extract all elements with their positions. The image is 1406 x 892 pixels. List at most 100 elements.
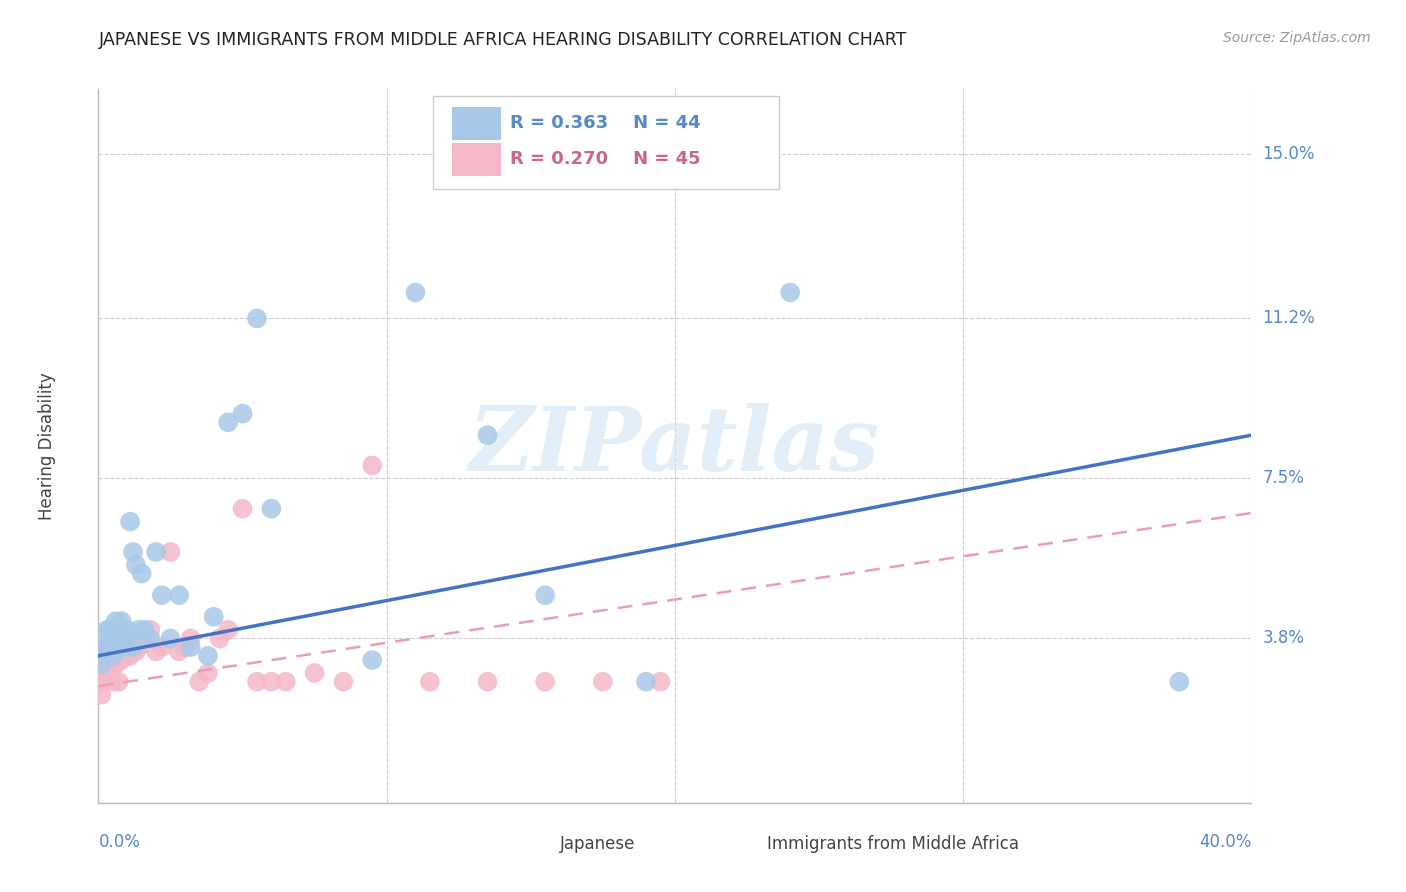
Point — [120, 648, 142, 663]
Point — [117, 648, 138, 663]
Point — [104, 614, 127, 628]
Point — [139, 623, 162, 637]
Text: Japanese: Japanese — [560, 835, 636, 853]
Point — [107, 674, 129, 689]
Text: JAPANESE VS IMMIGRANTS FROM MIDDLE AFRICA HEARING DISABILITY CORRELATION CHART: JAPANESE VS IMMIGRANTS FROM MIDDLE AFRIC… — [98, 31, 907, 49]
Point — [134, 623, 156, 637]
Point — [131, 632, 153, 646]
FancyBboxPatch shape — [433, 96, 779, 189]
Point — [180, 632, 202, 646]
Point — [260, 501, 283, 516]
Text: 40.0%: 40.0% — [1199, 833, 1251, 851]
Point — [101, 648, 124, 663]
Point — [134, 632, 156, 646]
Point — [477, 428, 499, 442]
Point — [122, 640, 145, 654]
Point — [96, 640, 118, 654]
Point — [217, 623, 239, 637]
Point — [122, 545, 145, 559]
Text: 0.0%: 0.0% — [98, 833, 141, 851]
Point — [145, 644, 167, 658]
Point — [779, 285, 801, 300]
Point — [122, 640, 145, 654]
Point — [159, 632, 181, 646]
Point — [104, 657, 127, 672]
Point — [117, 623, 138, 637]
Point — [131, 566, 153, 581]
Point — [112, 632, 135, 646]
Point — [110, 640, 132, 654]
Point — [167, 644, 190, 658]
Point — [150, 588, 173, 602]
Point — [361, 653, 384, 667]
Point — [332, 674, 354, 689]
Point — [361, 458, 384, 473]
Text: Hearing Disability: Hearing Disability — [38, 372, 56, 520]
Point — [197, 666, 219, 681]
Text: Immigrants from Middle Africa: Immigrants from Middle Africa — [768, 835, 1019, 853]
Point — [231, 407, 254, 421]
Point — [167, 588, 190, 602]
Point — [188, 674, 211, 689]
FancyBboxPatch shape — [717, 830, 756, 858]
Point — [231, 501, 254, 516]
Text: R = 0.363    N = 44: R = 0.363 N = 44 — [510, 114, 700, 132]
Point — [104, 640, 127, 654]
Text: 15.0%: 15.0% — [1263, 145, 1315, 163]
Point — [96, 648, 118, 663]
Point — [534, 588, 557, 602]
Point — [98, 666, 121, 681]
FancyBboxPatch shape — [453, 107, 501, 140]
Point — [90, 657, 112, 672]
Point — [174, 640, 197, 654]
Point — [636, 674, 658, 689]
Point — [419, 674, 441, 689]
Text: 11.2%: 11.2% — [1263, 310, 1315, 327]
Point — [145, 545, 167, 559]
Text: R = 0.270    N = 45: R = 0.270 N = 45 — [510, 150, 700, 168]
Point — [98, 623, 121, 637]
Point — [128, 623, 150, 637]
Point — [260, 674, 283, 689]
Point — [96, 623, 118, 637]
Point — [101, 653, 124, 667]
Point — [202, 610, 225, 624]
FancyBboxPatch shape — [453, 143, 501, 176]
Point — [246, 311, 269, 326]
Point — [592, 674, 614, 689]
Point — [110, 653, 132, 667]
Point — [96, 657, 118, 672]
Point — [98, 648, 121, 663]
Point — [90, 674, 112, 689]
Point — [180, 640, 202, 654]
Point — [125, 644, 148, 658]
Point — [117, 640, 138, 654]
Point — [217, 415, 239, 429]
Point — [112, 632, 135, 646]
FancyBboxPatch shape — [510, 830, 550, 858]
Point — [197, 648, 219, 663]
Point — [1168, 674, 1191, 689]
Point — [139, 632, 162, 646]
Point — [101, 623, 124, 637]
Point — [650, 674, 672, 689]
Point — [107, 623, 129, 637]
Point — [120, 515, 142, 529]
Point — [274, 674, 297, 689]
Point — [477, 674, 499, 689]
Point — [208, 632, 231, 646]
Point — [125, 558, 148, 572]
Point — [101, 674, 124, 689]
Point — [93, 640, 115, 654]
Point — [93, 666, 115, 681]
Point — [98, 640, 121, 654]
Point — [93, 632, 115, 646]
Text: 7.5%: 7.5% — [1263, 469, 1305, 487]
Point — [104, 640, 127, 654]
Text: Source: ZipAtlas.com: Source: ZipAtlas.com — [1223, 31, 1371, 45]
Point — [128, 640, 150, 654]
Point — [107, 632, 129, 646]
Point — [110, 614, 132, 628]
Point — [90, 688, 112, 702]
Text: 3.8%: 3.8% — [1263, 630, 1305, 648]
